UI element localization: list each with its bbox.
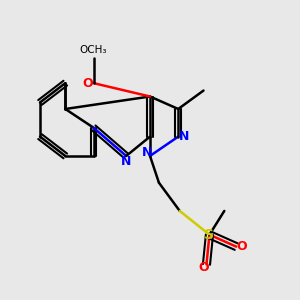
Text: O: O [237,240,248,253]
Text: N: N [179,130,189,143]
Text: N: N [121,155,131,168]
Text: N: N [142,146,152,160]
Text: O: O [82,76,93,90]
Text: OCH₃: OCH₃ [80,45,107,55]
Text: O: O [198,261,209,274]
Text: S: S [204,228,214,242]
